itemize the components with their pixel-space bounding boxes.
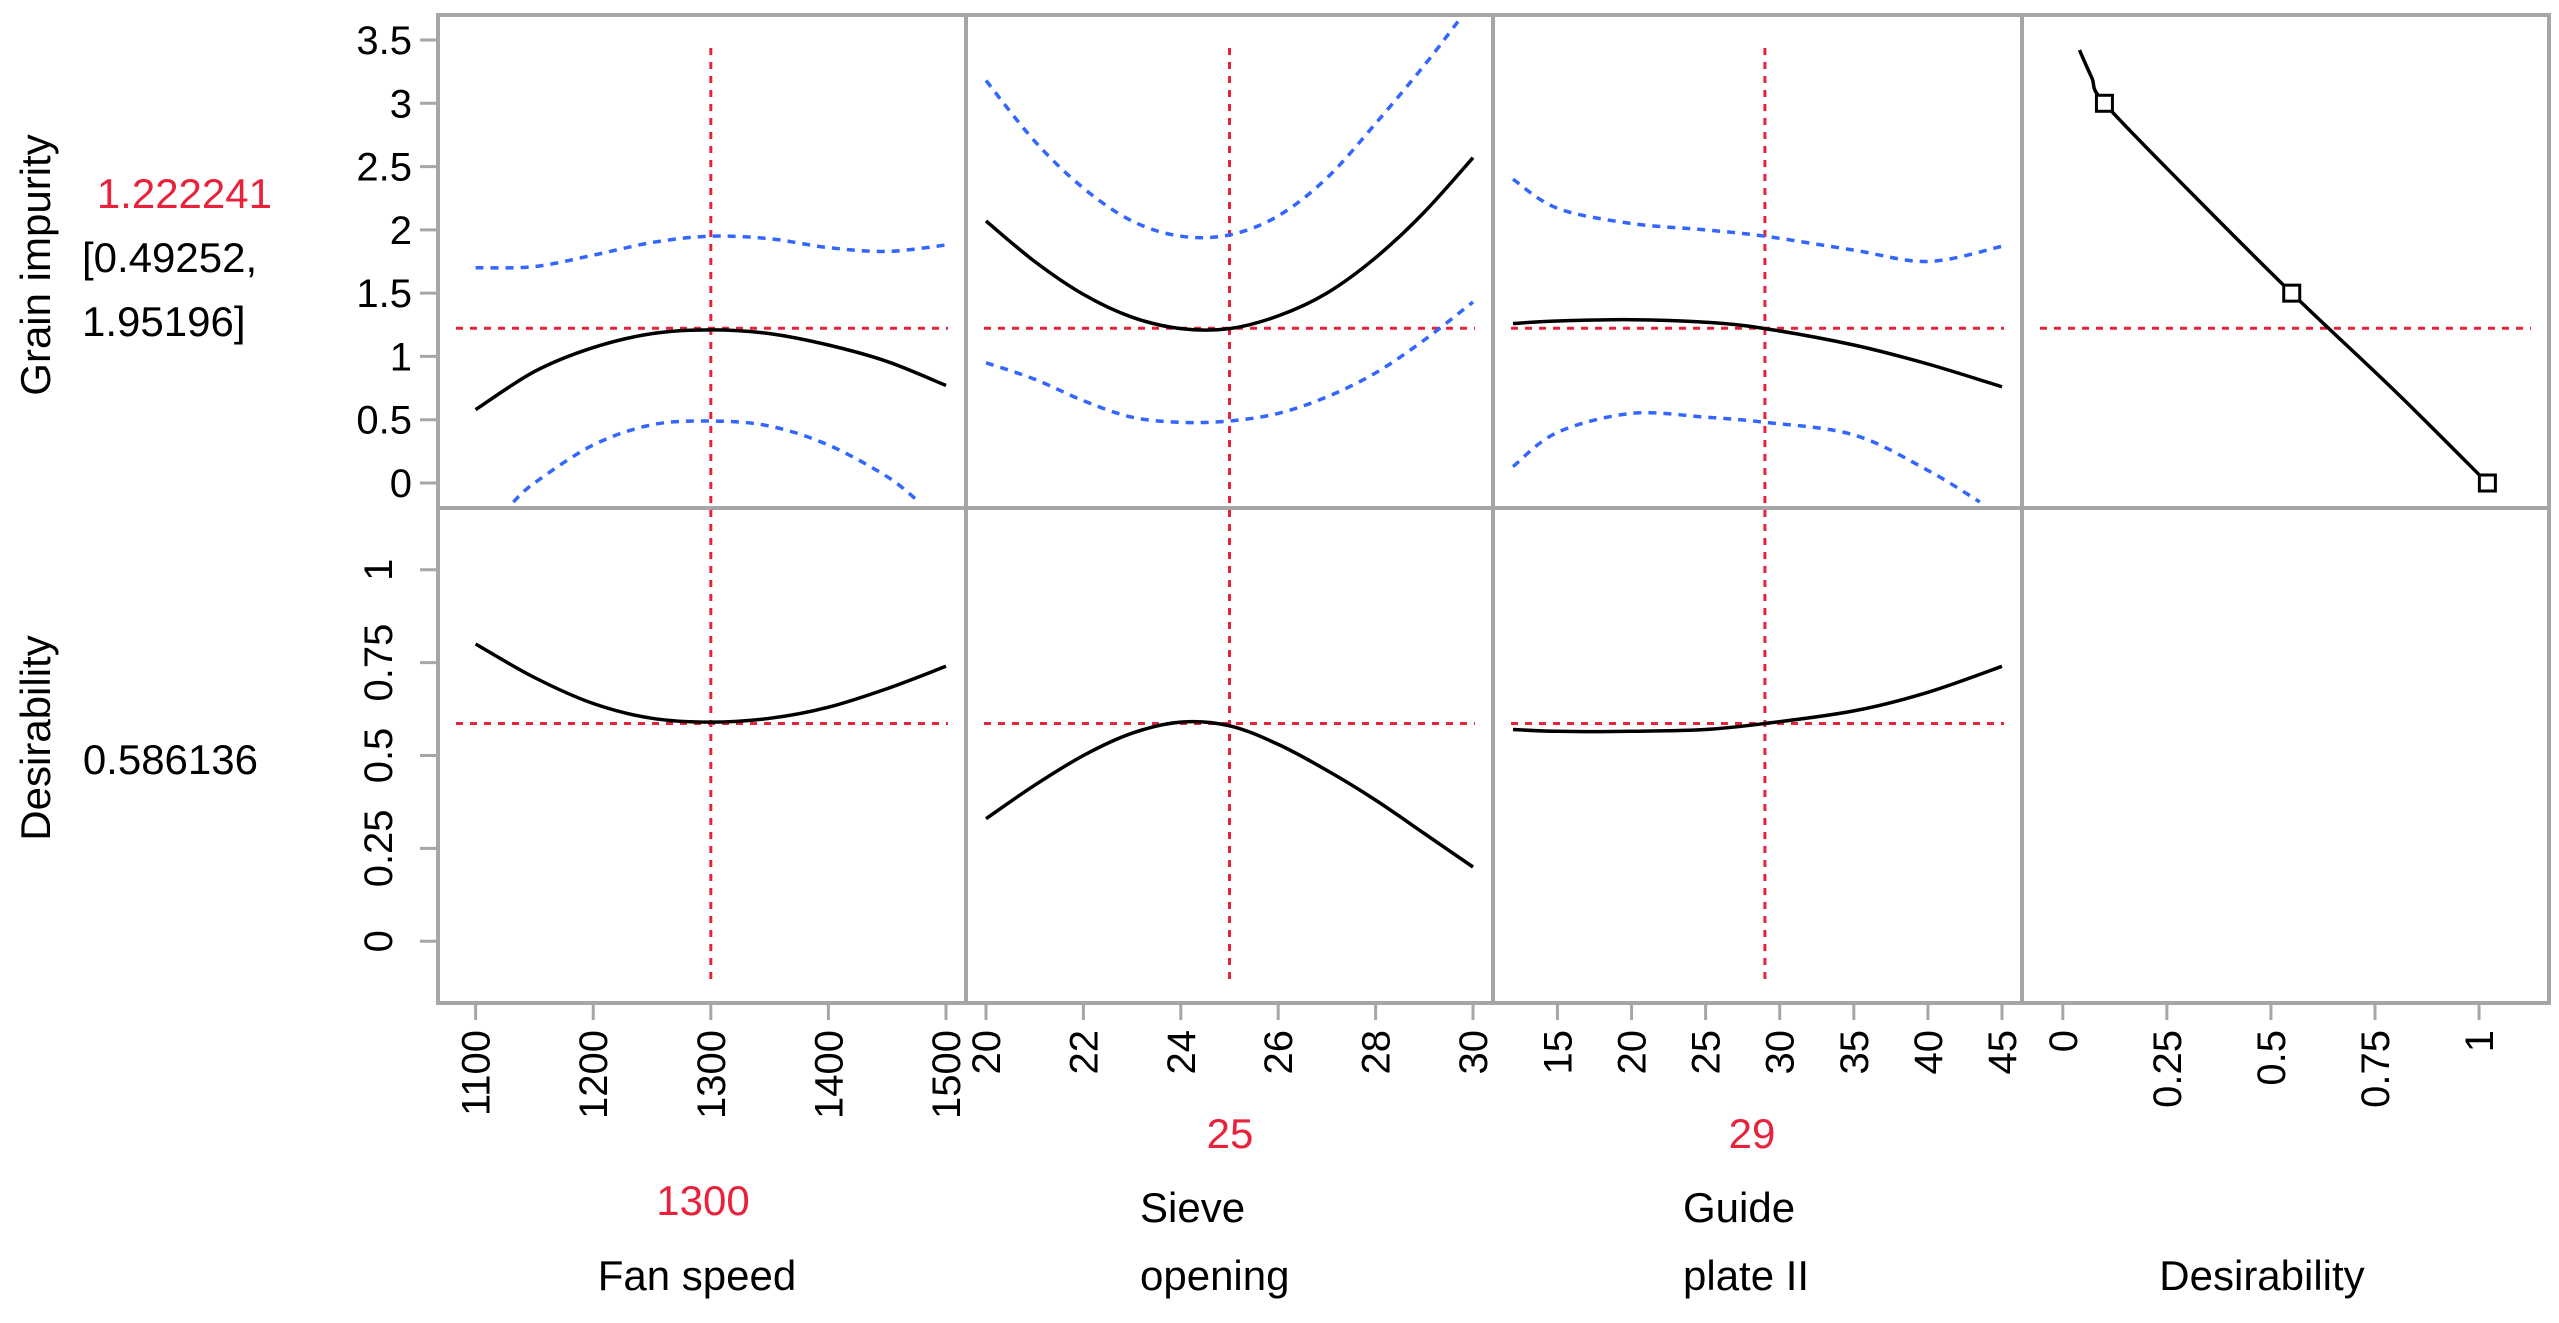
x-tick-label: 20 xyxy=(1611,1030,1655,1075)
desirability-function-curve xyxy=(2077,49,2489,485)
y-tick-label: 3 xyxy=(390,82,412,126)
desirability-curve xyxy=(474,642,947,724)
desirability-control-point xyxy=(2094,93,2114,113)
lower-confidence-curve xyxy=(512,419,921,504)
profile-curves xyxy=(474,19,2497,869)
x-tick-label: 1100 xyxy=(455,1030,499,1116)
x-tick-label: 45 xyxy=(1981,1030,2025,1075)
y-tick-label: 1 xyxy=(390,335,412,379)
x-tick-label: 0.75 xyxy=(2354,1030,2398,1108)
desirability-curve xyxy=(1512,664,2003,734)
desirability-axis-label: Desirability xyxy=(2159,1252,2364,1299)
y-tick-label: 0.5 xyxy=(357,728,401,784)
x-tick-label: 22 xyxy=(1062,1030,1106,1075)
grain-impurity-value: 1.222241 xyxy=(97,170,272,217)
x-tick-label: 20 xyxy=(965,1030,1009,1075)
y-tick-label: 0 xyxy=(357,930,401,952)
x-tick-label: 24 xyxy=(1160,1030,1204,1075)
x-tick-label: 35 xyxy=(1833,1030,1877,1075)
upper-confidence-curve xyxy=(984,19,1460,240)
x-tick-label: 25 xyxy=(1685,1030,1729,1075)
y-tick-label: 1 xyxy=(357,559,401,581)
x-tick-label: 28 xyxy=(1355,1030,1399,1075)
upper-confidence-curve xyxy=(475,234,947,270)
upper-confidence-curve xyxy=(1511,177,2003,264)
x-tick-label: 30 xyxy=(1759,1030,1803,1075)
x-tick-label: 1 xyxy=(2458,1030,2502,1052)
guide-plate-label-line1: Guide xyxy=(1683,1184,1795,1231)
x-tick-label: 26 xyxy=(1257,1030,1301,1075)
y-tick-label: 2.5 xyxy=(356,146,412,190)
x-tick-label: 40 xyxy=(1907,1030,1951,1075)
x-tick-label: 0.5 xyxy=(2250,1030,2294,1086)
grain-impurity-ci-high: 1.95196] xyxy=(82,298,246,345)
sieve-opening-label-line1: Sieve xyxy=(1140,1184,1245,1231)
y-tick-label: 1.5 xyxy=(356,272,412,316)
grain-impurity-prediction-curve xyxy=(984,156,1475,332)
panel-frames xyxy=(436,13,2551,1005)
x-tick-label: 1500 xyxy=(925,1030,969,1119)
desirability-control-point xyxy=(2477,473,2497,493)
grain-impurity-prediction-curve xyxy=(474,328,947,412)
fan-speed-label: Fan speed xyxy=(598,1252,796,1299)
response-name-desirability: Desirability xyxy=(12,635,59,840)
sieve-opening-current-value: 25 xyxy=(1207,1110,1254,1157)
desirability-curve xyxy=(985,719,1474,869)
grain-impurity-prediction-curve xyxy=(1512,317,2003,389)
lower-confidence-curve xyxy=(1511,410,1981,504)
x-tick-label: 0.25 xyxy=(2146,1030,2190,1108)
fan-speed-current-value: 1300 xyxy=(656,1177,749,1224)
y-tick-label: 0.75 xyxy=(357,624,401,702)
x-tick-label: 1300 xyxy=(690,1030,734,1119)
x-tick-label: 1400 xyxy=(807,1030,851,1119)
lower-confidence-curve xyxy=(985,300,1475,425)
guide-plate-current-value: 29 xyxy=(1729,1110,1776,1157)
y-tick-label: 0.25 xyxy=(357,809,401,887)
guide-plate-label-line2: plate II xyxy=(1683,1252,1809,1299)
x-tick-label: 30 xyxy=(1452,1030,1496,1075)
response-name-grain-impurity: Grain impurity xyxy=(12,134,59,395)
sieve-opening-label-line2: opening xyxy=(1140,1252,1289,1299)
x-tick-label: 15 xyxy=(1536,1030,1580,1075)
y-tick-label: 0.5 xyxy=(356,399,412,443)
grain-impurity-ci-low: [0.49252, xyxy=(82,234,257,281)
desirability-control-point xyxy=(2282,283,2302,303)
x-tick-label: 1200 xyxy=(572,1030,616,1119)
desirability-value: 0.586136 xyxy=(83,736,258,783)
y-tick-label: 0 xyxy=(390,462,412,506)
y-tick-label: 2 xyxy=(390,209,412,253)
reference-lines xyxy=(456,48,2531,985)
x-tick-label: 0 xyxy=(2042,1030,2086,1052)
y-tick-label: 3.5 xyxy=(356,19,412,63)
